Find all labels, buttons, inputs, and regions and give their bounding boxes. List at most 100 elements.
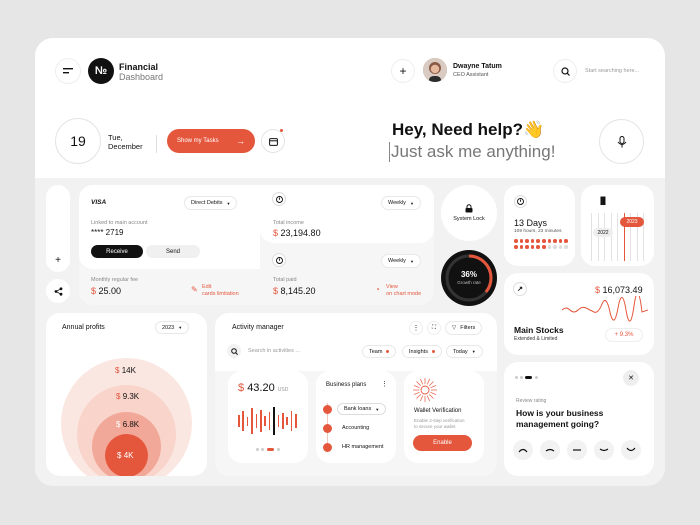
day-dot <box>536 245 540 249</box>
linked-label: Linked to main account <box>91 220 148 226</box>
year-2023-badge[interactable]: 2023 <box>620 217 644 227</box>
view-chart-link[interactable]: View on chart mode <box>386 284 421 298</box>
day-dot <box>558 245 563 249</box>
share-icon <box>54 286 62 296</box>
rating-close-button[interactable]: ✕ <box>623 370 639 386</box>
growth-percent: 36% <box>460 270 477 279</box>
enable-button[interactable]: Enable <box>413 435 472 451</box>
activity-expand-button[interactable]: ⛶ <box>427 321 441 335</box>
sun-ray <box>413 385 420 389</box>
plans-more-icon[interactable]: ⋮ <box>381 381 388 388</box>
activity-search-button[interactable] <box>227 344 241 358</box>
pager-dot[interactable] <box>277 448 280 451</box>
app-subtitle: Dashboard <box>119 72 164 82</box>
date-month: December <box>108 142 143 151</box>
edit-limit-link[interactable]: Edit cards limitation <box>202 284 239 298</box>
activity-bar <box>246 416 249 426</box>
paid-weekly-dropdown[interactable]: Weekly ▼ <box>381 254 421 268</box>
activity-more-button[interactable]: ⋮ <box>409 321 423 335</box>
activity-search-input[interactable]: Search in activities ... <box>248 348 300 354</box>
pager-dot-active[interactable] <box>267 448 274 451</box>
rating-face-5[interactable] <box>621 440 641 460</box>
pager-dot[interactable] <box>535 376 538 379</box>
tag-insights[interactable]: Insights <box>402 345 442 358</box>
side-add-button[interactable]: + <box>46 248 70 272</box>
menu-button[interactable] <box>55 58 81 84</box>
fee-amount: $ 25.00 <box>91 286 121 296</box>
fee-currency: $ <box>91 286 97 296</box>
calendar-button[interactable] <box>261 129 285 153</box>
timeline-line <box>604 213 605 261</box>
receive-button[interactable]: Receive <box>91 245 143 258</box>
total-paid-value: $ 8,145.20 <box>273 286 316 296</box>
date-day: 19 <box>55 118 101 164</box>
profits-year-dropdown[interactable]: 2023 ▼ <box>155 321 190 334</box>
tag-dot <box>386 350 390 353</box>
rating-face-1[interactable] <box>513 440 533 460</box>
tag-team[interactable]: Team <box>362 345 397 358</box>
pager-dot[interactable] <box>261 448 264 451</box>
sun-icon <box>413 378 437 402</box>
fee-value: 25.00 <box>98 286 122 296</box>
growth-ring-fill <box>445 254 493 302</box>
share-button[interactable] <box>46 279 70 303</box>
profit-circle-4 <box>105 434 148 476</box>
profit-value: 6.8K <box>122 420 140 429</box>
show-tasks-button[interactable]: Show my Tasks → <box>167 129 255 153</box>
view-line1: View <box>386 284 398 290</box>
pager-dot[interactable] <box>515 376 518 379</box>
face-icon <box>599 448 609 452</box>
plan-hr[interactable]: HR management <box>342 444 384 450</box>
income-card <box>260 185 434 243</box>
avatar[interactable] <box>423 58 447 82</box>
income-weekly-dropdown[interactable]: Weekly ▼ <box>381 196 421 210</box>
day-dot <box>514 245 518 249</box>
activity-bar <box>260 410 262 432</box>
arrow-right-icon: → <box>236 136 245 146</box>
system-lock-button[interactable]: System Lock <box>441 185 497 241</box>
view-chart-icon[interactable]: ◔ <box>375 285 380 294</box>
microphone-button[interactable] <box>599 119 644 164</box>
day-dot <box>525 239 529 243</box>
day-dot <box>519 239 524 243</box>
chart-link-icon: ◔ <box>375 285 380 294</box>
day-dot <box>553 239 557 243</box>
year-2022-badge[interactable]: 2022 <box>593 228 613 237</box>
tag-insights-label: Insights <box>409 348 428 355</box>
caret-down-icon: ▼ <box>471 349 476 354</box>
search-input[interactable]: Start searching here... <box>585 68 640 74</box>
activity-bar <box>251 408 253 434</box>
amount-pager <box>256 448 280 451</box>
visa-logo: VISA <box>91 199 107 206</box>
plan-accounting[interactable]: Accounting <box>342 425 370 431</box>
pager-dot-active[interactable] <box>525 376 532 379</box>
profit-currency: $ <box>117 451 122 460</box>
add-button[interactable]: + <box>391 59 415 83</box>
filters-button[interactable]: ▽ Filters <box>445 321 483 335</box>
timeline-line <box>630 213 631 261</box>
pager-dot[interactable] <box>256 448 259 451</box>
rating-face-4[interactable] <box>594 440 614 460</box>
rating-face-3[interactable] <box>567 440 587 460</box>
pager-dot[interactable] <box>520 376 523 379</box>
show-tasks-label: Show my Tasks <box>177 138 219 144</box>
edit-icon[interactable]: ✎ <box>191 285 198 294</box>
search-button[interactable] <box>553 59 577 83</box>
plan-bank-loans[interactable]: Bank loans ▼ <box>337 403 387 415</box>
tag-today[interactable]: Today ▼ <box>446 345 483 358</box>
send-button[interactable]: Send <box>146 245 200 258</box>
rating-face-2[interactable] <box>540 440 560 460</box>
sun-ray <box>428 381 434 387</box>
fee-label: Monthly regular fee <box>91 277 139 283</box>
wallet-desc-2: to secure your wallet. <box>414 424 457 429</box>
expand-icon: ⛶ <box>431 324 437 331</box>
sun-ray <box>420 378 424 385</box>
face-icon <box>626 447 636 452</box>
day-dot <box>558 239 563 243</box>
direct-debits-dropdown[interactable]: Direct Debits ▼ <box>184 196 238 210</box>
face-curve <box>626 447 636 452</box>
day-dot <box>514 239 518 243</box>
income-weekly-label: Weekly <box>388 200 406 206</box>
day-dot <box>547 245 552 249</box>
activity-bar <box>273 407 275 435</box>
